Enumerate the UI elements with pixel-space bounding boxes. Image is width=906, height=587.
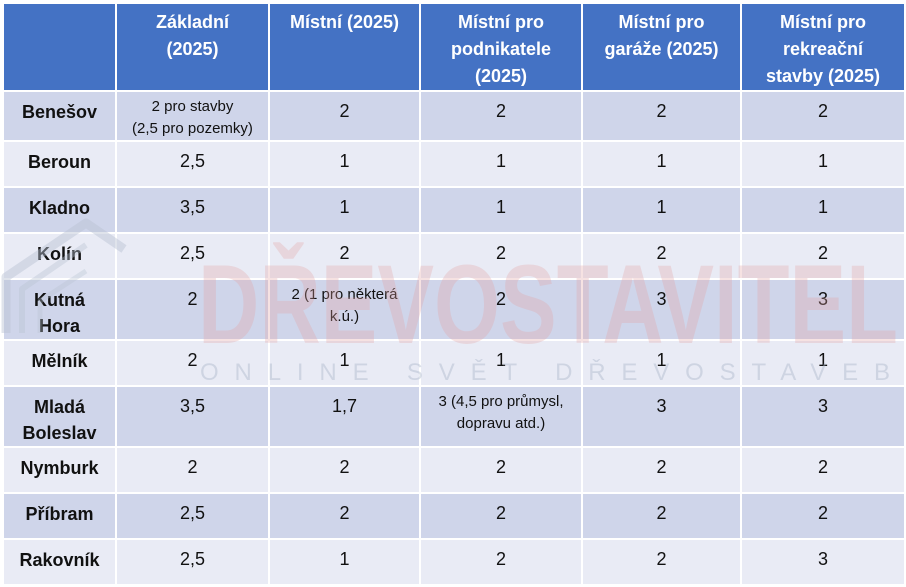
table-cell: 2 xyxy=(581,492,742,540)
table-cell: 1 xyxy=(419,339,583,387)
header-mistni: Místní (2025) xyxy=(268,2,421,92)
table-cell: 2,5 xyxy=(115,492,270,540)
table-cell: 2,5 xyxy=(115,232,270,280)
table-row: Benešov 2 pro stavby (2,5 pro pozemky) 2 … xyxy=(2,90,906,142)
table-cell: 3 (4,5 pro průmysl, dopravu atd.) xyxy=(419,385,583,448)
table-row: Beroun 2,5 1 1 1 1 xyxy=(2,140,906,188)
table-cell: 1 xyxy=(268,339,421,387)
table-cell: 1,7 xyxy=(268,385,421,448)
table-cell: 2,5 xyxy=(115,538,270,586)
table-cell: 1 xyxy=(581,186,742,234)
table-cell: 2 xyxy=(419,90,583,142)
table-cell: 2 xyxy=(419,446,583,494)
table-cell: 3,5 xyxy=(115,186,270,234)
table-row: Kolín 2,5 2 2 2 2 xyxy=(2,232,906,280)
table-cell: 2 xyxy=(419,278,583,341)
header-mistni-rekreacni: Místní pro rekreační stavby (2025) xyxy=(740,2,906,92)
table-cell: 1 xyxy=(419,140,583,188)
header-mistni-podnikatele: Místní pro podnikatele (2025) xyxy=(419,2,583,92)
table-cell: 2 pro stavby (2,5 pro pozemky) xyxy=(115,90,270,142)
row-city-label: Kutná Hora xyxy=(2,278,117,341)
table-cell: 1 xyxy=(581,339,742,387)
table-cell: 1 xyxy=(268,538,421,586)
table-cell: 3 xyxy=(740,385,906,448)
table-cell: 3 xyxy=(740,538,906,586)
table-cell: 2 xyxy=(115,339,270,387)
table-cell: 1 xyxy=(740,186,906,234)
table-cell: 1 xyxy=(419,186,583,234)
table-cell: 1 xyxy=(268,140,421,188)
table-cell: 3,5 xyxy=(115,385,270,448)
table-cell: 2 xyxy=(581,446,742,494)
header-mistni-garaze: Místní pro garáže (2025) xyxy=(581,2,742,92)
table-cell: 2 xyxy=(419,538,583,586)
table-cell: 1 xyxy=(740,339,906,387)
table-cell: 2 xyxy=(740,492,906,540)
table-cell: 2 xyxy=(419,492,583,540)
table-cell: 2 xyxy=(268,446,421,494)
table-row: Příbram 2,5 2 2 2 2 xyxy=(2,492,906,540)
table-cell: 2 xyxy=(740,232,906,280)
row-city-label: Nymburk xyxy=(2,446,117,494)
table-row: Mladá Boleslav 3,5 1,7 3 (4,5 pro průmysl… xyxy=(2,385,906,448)
header-zakladni: Základní (2025) xyxy=(115,2,270,92)
table-cell: 1 xyxy=(740,140,906,188)
table-cell: 2 xyxy=(581,538,742,586)
table-cell: 2 xyxy=(115,446,270,494)
table-cell: 3 xyxy=(740,278,906,341)
header-corner xyxy=(2,2,117,92)
table-cell: 2 xyxy=(268,232,421,280)
table-cell: 2 xyxy=(268,90,421,142)
header-row: Základní (2025) Místní (2025) Místní pro p… xyxy=(2,2,906,92)
table-cell: 2 xyxy=(581,90,742,142)
table-cell: 2 xyxy=(115,278,270,341)
table-cell: 2 (1 pro některá k.ú.) xyxy=(268,278,421,341)
table-row: Rakovník 2,5 1 2 2 3 xyxy=(2,538,906,586)
table-cell: 2 xyxy=(740,446,906,494)
table-cell: 2 xyxy=(581,232,742,280)
row-city-label: Mladá Boleslav xyxy=(2,385,117,448)
row-city-label: Kladno xyxy=(2,186,117,234)
table-cell: 1 xyxy=(581,140,742,188)
table-cell: 2 xyxy=(419,232,583,280)
table-row: Kladno 3,5 1 1 1 1 xyxy=(2,186,906,234)
table-cell: 2 xyxy=(740,90,906,142)
row-city-label: Rakovník xyxy=(2,538,117,586)
table-row: Kutná Hora 2 2 (1 pro některá k.ú.) 2 3 3 xyxy=(2,278,906,341)
table-cell: 2 xyxy=(268,492,421,540)
table-row: Mělník 2 1 1 1 1 xyxy=(2,339,906,387)
row-city-label: Benešov xyxy=(2,90,117,142)
row-city-label: Kolín xyxy=(2,232,117,280)
table-row: Nymburk 2 2 2 2 2 xyxy=(2,446,906,494)
row-city-label: Beroun xyxy=(2,140,117,188)
table-cell: 1 xyxy=(268,186,421,234)
table-cell: 2,5 xyxy=(115,140,270,188)
table-cell: 3 xyxy=(581,278,742,341)
row-city-label: Příbram xyxy=(2,492,117,540)
row-city-label: Mělník xyxy=(2,339,117,387)
table-cell: 3 xyxy=(581,385,742,448)
